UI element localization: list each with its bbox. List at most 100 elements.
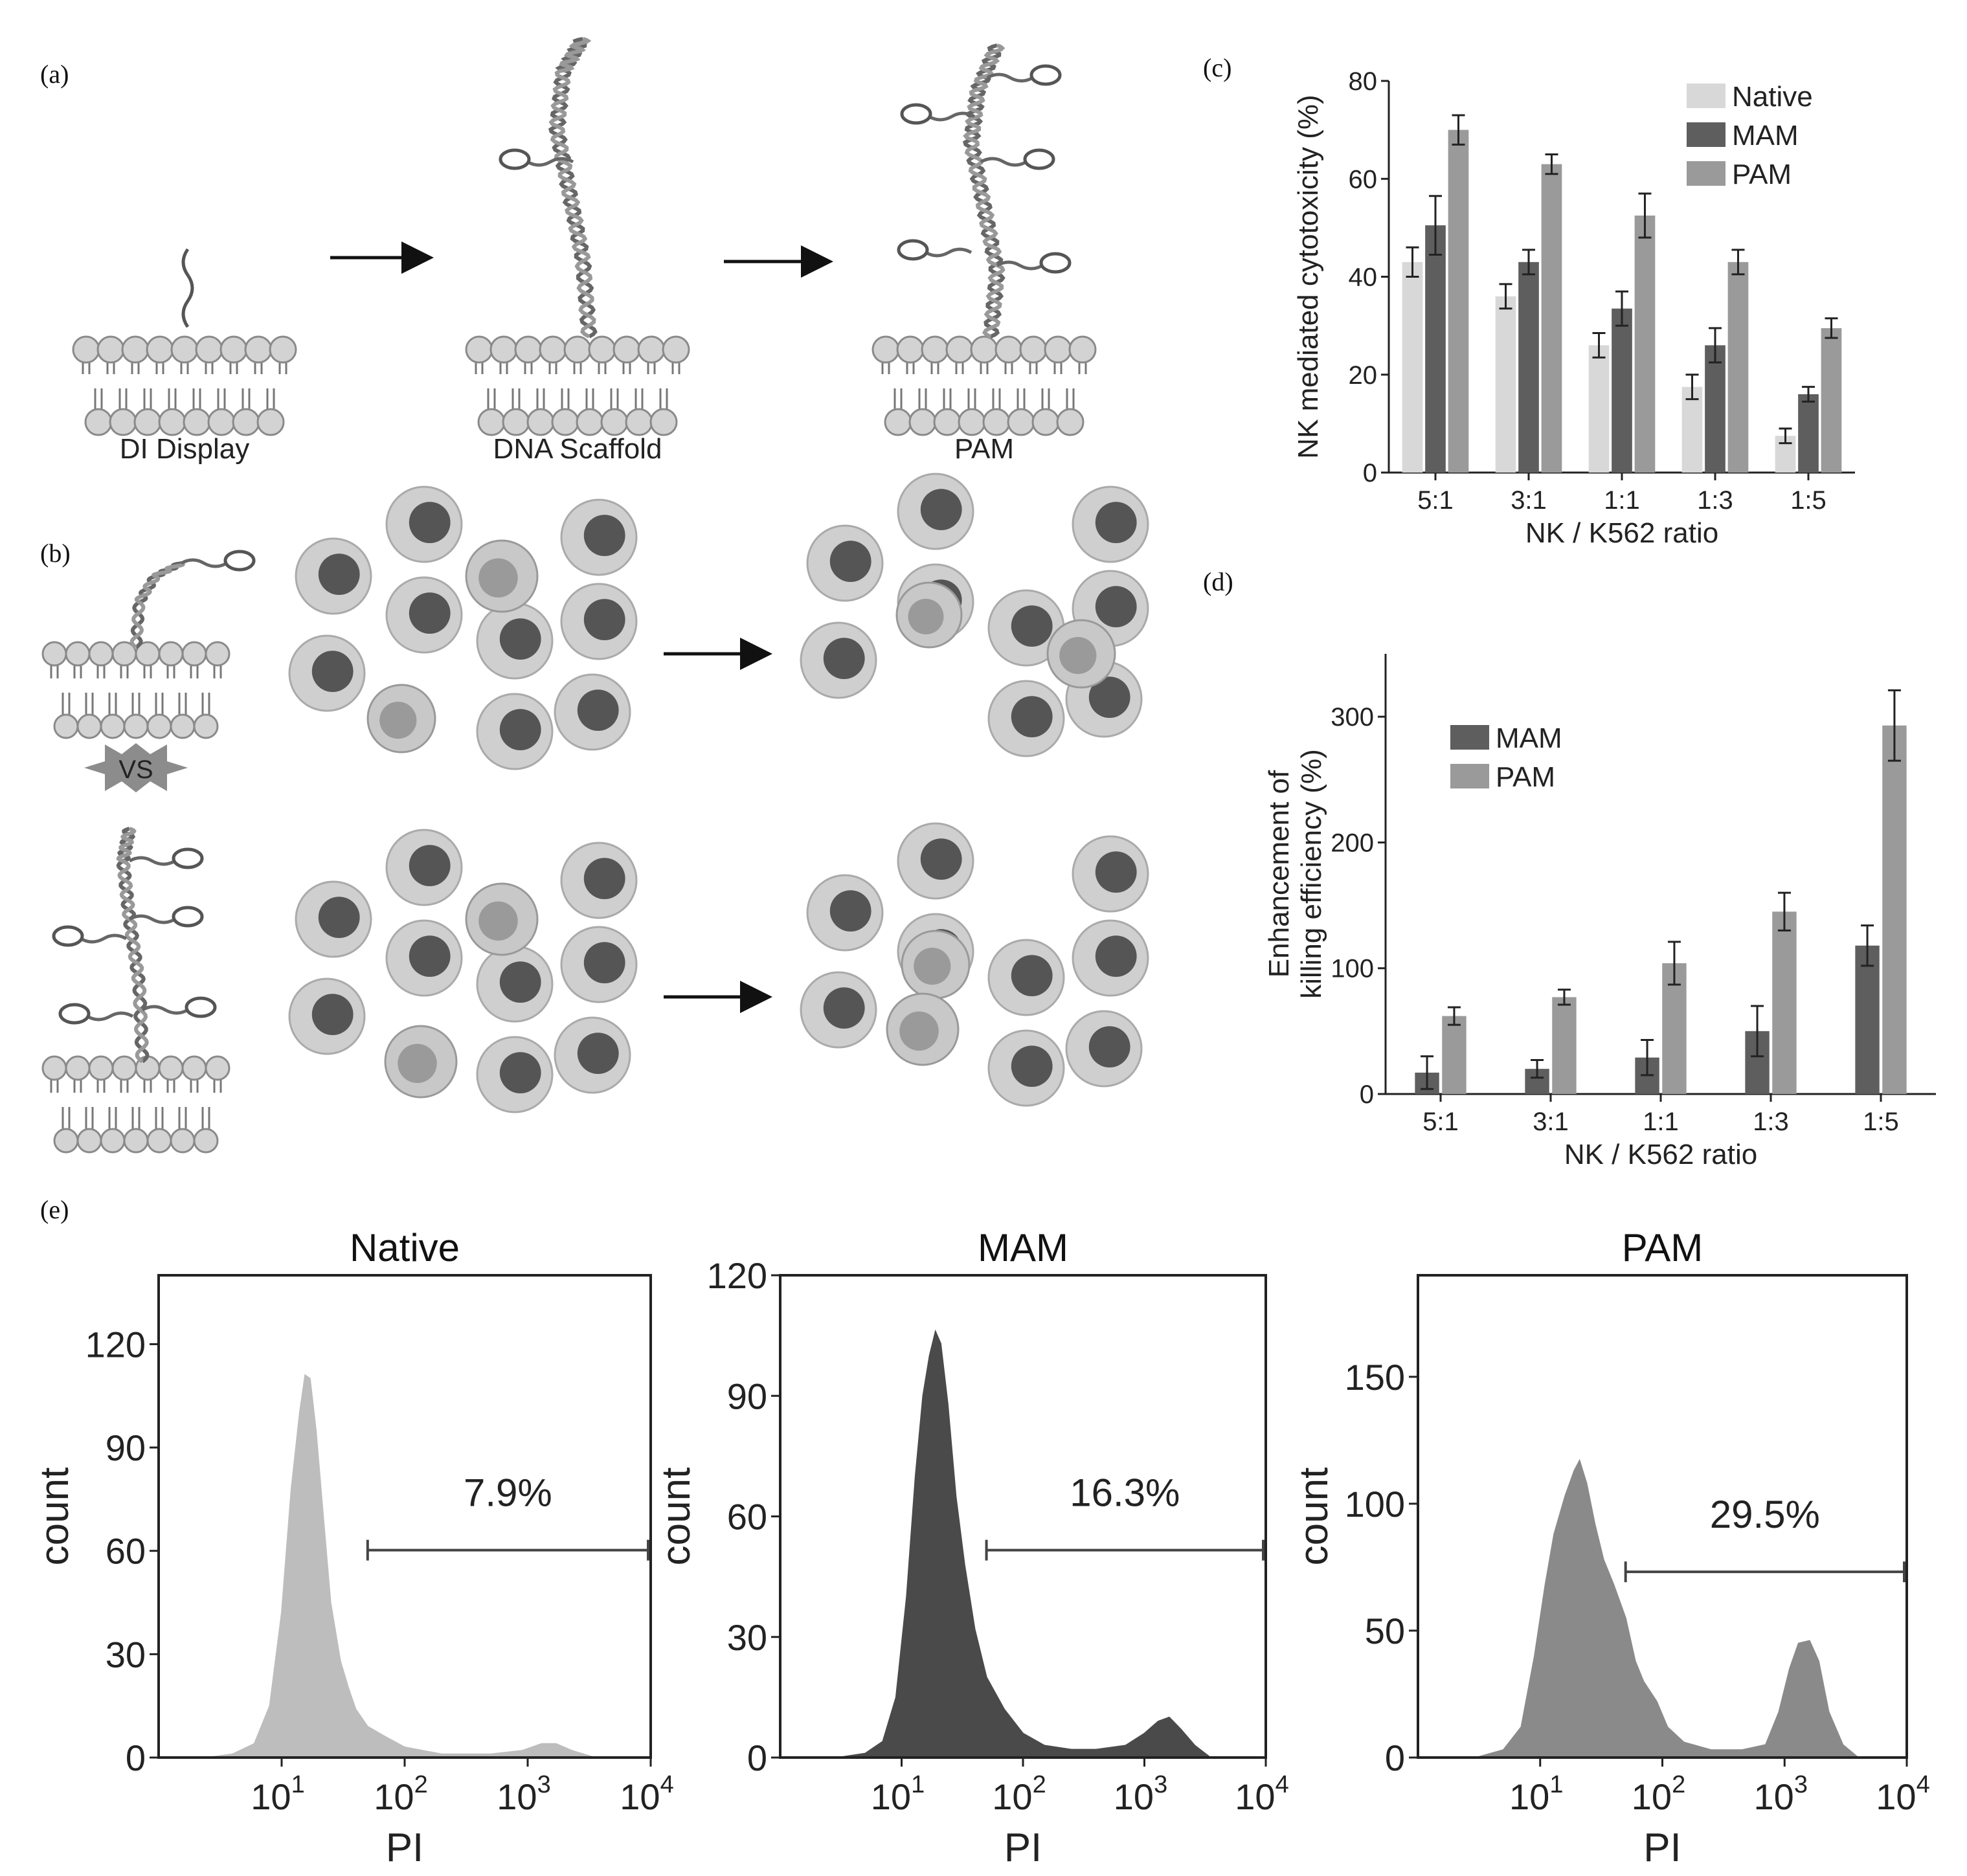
y-tick-label: 30: [106, 1634, 146, 1675]
cell-nucleus: [409, 592, 451, 634]
x-tick-exponent: 4: [660, 1771, 674, 1798]
aptamer-loop: [58, 1003, 91, 1025]
lipid-head: [133, 408, 162, 436]
cell-nucleus: [829, 890, 871, 932]
x-tick-exponent: 1: [291, 1771, 305, 1798]
cell-nucleus: [318, 897, 360, 938]
lipid-head: [465, 335, 493, 364]
lipid-head: [158, 641, 184, 667]
lipid-head: [256, 408, 285, 436]
bar: [1772, 911, 1797, 1094]
lipid-head: [514, 335, 543, 364]
cell-nucleus: [1095, 935, 1137, 977]
y-axis-label: NK mediated cytotoxicity (%): [1292, 95, 1324, 458]
x-tick-label: 1:1: [1643, 1108, 1679, 1136]
cell-nucleus: [1088, 676, 1130, 718]
nk-cell-nucleus: [478, 901, 518, 941]
panel-a-schematic: DI Display DNA Scaffold PAM: [72, 37, 1097, 465]
mam-histogram: 0 30 60 90 120 101 102 103 104 MAM PI count 16.3%: [654, 1226, 1289, 1870]
bar: [1442, 1016, 1467, 1094]
y-tick-label: 80: [1349, 67, 1378, 96]
nk-cell-nucleus: [914, 948, 951, 985]
x-tick-label: 3:1: [1511, 486, 1547, 515]
histogram-area: [207, 1374, 595, 1758]
cell-nucleus: [499, 961, 541, 1003]
y-axis-label: count: [1292, 1468, 1336, 1566]
bar: [1882, 725, 1907, 1094]
x-tick-exponent: 3: [1794, 1771, 1808, 1798]
cell-nucleus: [920, 489, 962, 530]
y-tick-label: 100: [1331, 955, 1374, 983]
bar: [1727, 262, 1749, 473]
lipid-head: [41, 1055, 67, 1081]
lipid-head: [146, 1128, 172, 1154]
x-tick-label: 101: [1509, 1771, 1563, 1817]
x-tick-label: 1:5: [1790, 486, 1826, 515]
bar: [1705, 345, 1725, 473]
histogram-title: PAM: [1622, 1226, 1703, 1269]
dna-scaffold-helix: [499, 37, 598, 339]
lipid-head: [945, 335, 974, 364]
cell-nucleus: [311, 994, 354, 1035]
lipid-head: [53, 1128, 79, 1154]
lipid-head: [121, 335, 150, 364]
panel-b-schematic: VS: [41, 473, 1149, 1154]
cell-nucleus: [1011, 696, 1053, 737]
y-tick-label: 30: [727, 1617, 767, 1658]
x-tick-exponent: 4: [1916, 1771, 1930, 1798]
native-histogram: 0 30 60 90 120 101 102 103 104 Native PI count 7.9%: [32, 1226, 674, 1870]
bar: [1634, 215, 1656, 473]
dna-strand: [963, 43, 1006, 339]
lipid-head: [100, 1128, 126, 1154]
x-tick-label: 103: [1114, 1771, 1167, 1817]
bar: [1425, 225, 1446, 473]
cell-nucleus: [499, 709, 541, 750]
caption-dna-scaffold: DNA Scaffold: [493, 433, 662, 465]
x-tick-label: 1:5: [1863, 1108, 1899, 1136]
cell-population: [288, 473, 1149, 1113]
cell-nucleus: [318, 553, 360, 595]
dna-strand: [548, 37, 596, 339]
x-tick-label: 103: [497, 1771, 550, 1817]
lipid-head: [170, 1128, 196, 1154]
killing-enhancement-bar-chart: 0 100 200 300 5:1 3:1 1:1 1:3 1:5 NK / K562 ratio…: [1263, 654, 1936, 1170]
y-axis-label: count: [32, 1468, 77, 1566]
lipid-head: [526, 408, 555, 436]
lipid-head: [1044, 335, 1072, 364]
x-axis-label: PI: [1004, 1826, 1042, 1870]
aptamer-loop: [897, 239, 929, 261]
plot-frame: [1417, 1274, 1908, 1759]
lipid-bilayer: [41, 641, 230, 739]
lipid-head: [884, 408, 912, 436]
plot-frame: [779, 1274, 1267, 1759]
legend-swatch: [1687, 161, 1725, 186]
lipid-head: [193, 1128, 219, 1154]
lipid-head: [88, 1055, 114, 1081]
y-tick-label: 200: [1331, 829, 1374, 857]
y-tick-label: 20: [1349, 361, 1378, 390]
lipid-head: [1031, 408, 1060, 436]
legend-swatch: [1687, 122, 1725, 147]
caption-pam: PAM: [954, 433, 1014, 465]
lipid-head: [100, 713, 126, 739]
y-tick-label: 60: [106, 1531, 146, 1572]
y-tick-label: 100: [1345, 1484, 1405, 1524]
caption-di-display: DI Display: [120, 433, 250, 465]
nk-cell-nucleus: [478, 558, 518, 597]
cell-nucleus: [583, 515, 625, 556]
legend-label: MAM: [1496, 722, 1562, 754]
x-tick-label: 1:3: [1697, 486, 1733, 515]
legend-swatch: [1450, 725, 1489, 750]
cell-nucleus: [920, 838, 962, 880]
aptamer-stem: [128, 856, 176, 866]
aptamer-stem: [986, 73, 1034, 83]
x-tick-label: 104: [620, 1771, 673, 1817]
dna-scaffold-helix: [962, 43, 1006, 339]
y-axis-label: Enhancement of: [1263, 770, 1295, 977]
bar: [1855, 945, 1880, 1094]
legend-label: PAM: [1496, 761, 1555, 793]
histogram-title: MAM: [978, 1226, 1068, 1269]
bar: [1518, 262, 1539, 473]
x-tick-exponent: 4: [1276, 1771, 1289, 1798]
